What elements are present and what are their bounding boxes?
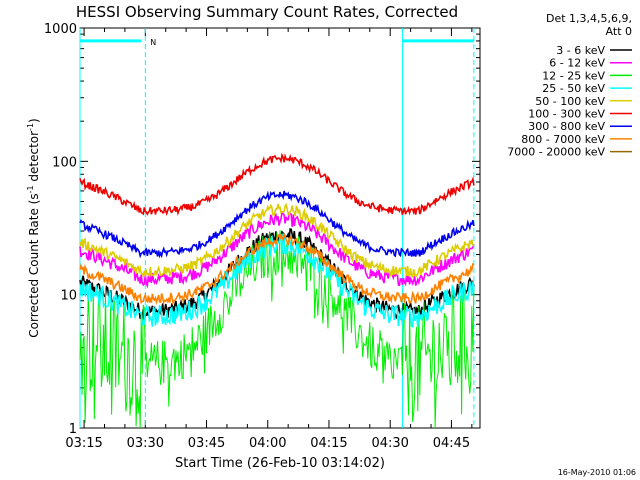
legend-label: 300 - 800 keV (528, 120, 605, 133)
legend-label: 50 - 100 keV (535, 95, 605, 108)
legend-label: 100 - 300 keV (528, 108, 605, 121)
night-marker-label: N (150, 38, 156, 47)
y-tick-labels: 1 10 100 1000 (44, 22, 77, 437)
series-line (79, 230, 475, 429)
x-tick-label: 04:15 (310, 436, 347, 451)
y-tick-label: 1 (69, 422, 77, 437)
y-axis-label-main: Corrected Count Rate (s (27, 193, 41, 337)
legend-header-line1: Det 1,3,4,5,6,9, (546, 12, 632, 25)
series-layer (79, 152, 475, 429)
legend-label: 3 - 6 keV (556, 44, 605, 57)
legend-header-line2: Att 0 (606, 25, 632, 38)
y-tick-label: 1000 (44, 22, 77, 37)
x-tick-label: 03:30 (127, 436, 164, 451)
x-tick-label: 03:45 (188, 436, 225, 451)
y-tick-label: 100 (52, 155, 77, 170)
y-axis-label: Corrected Count Rate (s-1 detector-1) (26, 118, 41, 337)
axis-ticks (80, 28, 480, 429)
y-axis-label-end: ) (27, 118, 41, 123)
y-axis-label-sup2: -1 (26, 123, 35, 131)
series-line (79, 190, 475, 259)
series-line (79, 152, 475, 217)
y-tick-label: 10 (60, 289, 77, 304)
series-line (79, 202, 475, 279)
series-line (79, 232, 475, 306)
x-tick-label: 04:45 (433, 436, 470, 451)
y-axis-label-sup1: -1 (26, 185, 35, 193)
x-tick-labels: 03:15 03:30 03:45 04:00 04:15 04:30 04:45 (65, 436, 470, 451)
legend-label: 12 - 25 keV (542, 69, 605, 82)
x-axis-label: Start Time (26-Feb-10 03:14:02) (175, 456, 385, 471)
x-tick-label: 04:00 (249, 436, 286, 451)
x-tick-label: 03:15 (65, 436, 102, 451)
legend-label: 25 - 50 keV (542, 82, 605, 95)
legend-label: 7000 - 20000 keV (507, 146, 605, 159)
footer-date: 16-May-2010 01:06 (558, 468, 636, 477)
series-line (79, 210, 475, 289)
legend-label: 800 - 7000 keV (521, 133, 605, 146)
chart-title: HESSI Observing Summary Count Rates, Cor… (76, 3, 458, 21)
x-tick-label: 04:30 (371, 436, 408, 451)
y-axis-label-mid: detector (27, 131, 41, 186)
legend-label: 6 - 12 keV (549, 57, 605, 70)
